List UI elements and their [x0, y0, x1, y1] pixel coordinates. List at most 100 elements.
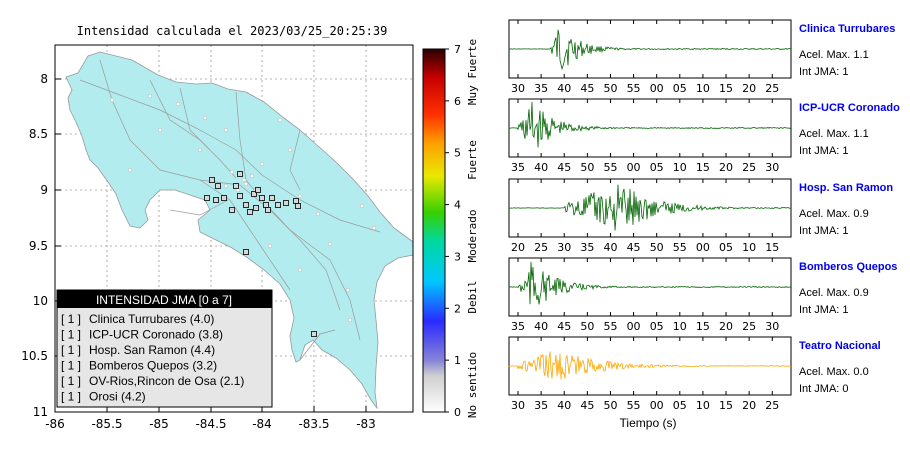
colorbar-ticks: 0 1 2 3 4 5 6 7 [445, 43, 461, 419]
time-tick-label: 45 [557, 161, 571, 174]
time-tick-label: 55 [627, 399, 641, 412]
seismogram-panel: 35 40 45 50 55 00 05 10 15 20 25 30 ICP-UCR Coronado… [508, 98, 900, 174]
colorbar-tick-label: 3 [454, 250, 461, 263]
jma-intensity: Int JMA: 1 [799, 225, 849, 237]
station-marker [265, 207, 271, 213]
colorbar-level-label: Muy Fuerte [466, 39, 479, 105]
colorbar-level-label: Debil [466, 280, 479, 313]
time-tick-label: 55 [603, 320, 617, 333]
colorbar-tick-label: 7 [454, 43, 461, 56]
town-marker [345, 287, 351, 293]
map-axes: -86 -85.5 -85 -84.5 -84 -83.5 -83 11 10.5 10 9.5 9 8… [21, 72, 376, 431]
time-tick-label: 10 [742, 241, 756, 254]
legend-item-intensity: [ 1 ] [61, 312, 81, 326]
town-marker [157, 127, 163, 133]
time-tick-label: 15 [765, 241, 779, 254]
jma-intensity: Int JMA: 1 [799, 304, 849, 316]
time-tick-label: 40 [557, 399, 571, 412]
lon-tick-label: -84 [252, 417, 272, 431]
seismogram-panel: 30 35 40 45 50 55 00 05 10 15 20 25 Teatro Nacional A… [508, 336, 881, 412]
station-marker [237, 171, 243, 177]
seismogram-panels: 30 35 40 45 50 55 00 05 10 15 20 25 Clinica Turrubar… [508, 19, 900, 412]
station-markers [204, 171, 317, 337]
lon-tick-label: -85.5 [91, 417, 122, 431]
town-marker [241, 177, 247, 183]
colorbar-level-label: Fuerte [466, 140, 479, 180]
time-axis-label: Tiempo (s) [620, 416, 677, 430]
colorbar-scale [422, 48, 446, 413]
time-tick-label: 00 [696, 241, 710, 254]
station-marker [263, 202, 269, 208]
town-marker [327, 241, 333, 247]
town-marker [259, 161, 265, 167]
station-marker [311, 331, 317, 337]
costa-rica-landmass [65, 51, 414, 410]
colorbar-tick-label: 5 [454, 147, 461, 160]
station-name: Teatro Nacional [799, 340, 881, 352]
time-tick-label: 25 [742, 320, 756, 333]
lat-tick-label: 8 [40, 72, 48, 86]
time-tick-label: 00 [650, 399, 664, 412]
time-tick-label: 35 [534, 82, 548, 95]
road-network [79, 59, 381, 341]
time-tick-label: 15 [696, 320, 710, 333]
seismogram-trace [508, 351, 792, 380]
lon-tick-label: -83 [356, 417, 376, 431]
time-tick-label: 20 [511, 241, 525, 254]
time-tick-label: 50 [603, 399, 617, 412]
jma-intensity: Int JMA: 0 [799, 383, 849, 395]
seismogram-panel: 30 35 40 45 50 55 00 05 10 15 20 25 Clinica Turrubar… [508, 19, 895, 95]
legend-item-station: Clinica Turrubares (4.0) [89, 312, 214, 326]
time-tick-label: 40 [557, 82, 571, 95]
time-tick-label: 00 [627, 161, 641, 174]
lon-tick-label: -84.5 [195, 417, 226, 431]
time-tick-label: 15 [719, 82, 733, 95]
jma-intensity: Int JMA: 1 [799, 145, 849, 157]
legend-item-station: OV-Rios,Rincon de Osa (2.1) [89, 374, 244, 388]
town-marker [287, 147, 293, 153]
colorbar-tick-label: 4 [454, 199, 461, 212]
time-tick-label: 00 [650, 82, 664, 95]
time-tick-label: 20 [719, 320, 733, 333]
legend-item-station: Orosi (4.2) [89, 390, 146, 404]
station-marker [204, 195, 210, 201]
max-acceleration: Acel. Max. 0.0 [799, 366, 869, 378]
time-tick-label: 30 [765, 161, 779, 174]
station-marker [237, 193, 243, 199]
station-marker [215, 183, 221, 189]
station-marker [255, 187, 261, 193]
legend-box [56, 289, 273, 408]
time-tick-label: 35 [511, 320, 525, 333]
legend-header [57, 290, 272, 308]
seismogram-trace [508, 101, 792, 148]
max-acceleration: Acel. Max. 1.1 [799, 128, 869, 140]
osa-coast [299, 329, 336, 361]
lat-tick-label: 9.5 [29, 239, 48, 253]
time-tick-label: 30 [511, 82, 525, 95]
station-name: ICP-UCR Coronado [799, 102, 900, 114]
time-tick-label: 25 [534, 241, 548, 254]
town-marker [202, 115, 208, 121]
max-acceleration: Acel. Max. 0.9 [799, 208, 869, 220]
time-tick-label: 50 [603, 82, 617, 95]
town-marker [243, 181, 249, 187]
legend-item-intensity: [ 1 ] [61, 374, 81, 388]
station-marker [283, 200, 289, 206]
time-tick-label: 05 [719, 241, 733, 254]
town-marker [359, 203, 365, 209]
town-marker [197, 147, 203, 153]
station-marker [275, 202, 281, 208]
time-tick-label: 05 [650, 320, 664, 333]
time-tick-label: 05 [673, 82, 687, 95]
time-tick-label: 15 [696, 161, 710, 174]
colorbar-labels: No sentido Debil Moderado Fuerte Muy Fuerte [466, 39, 479, 418]
time-tick-label: 05 [650, 161, 664, 174]
lon-tick-label: -86 [45, 417, 65, 431]
town-marker [249, 173, 255, 179]
time-tick-label: 55 [603, 161, 617, 174]
lat-tick-label: 10.5 [21, 349, 48, 363]
time-tick-label: 10 [696, 399, 710, 412]
station-marker [243, 249, 249, 255]
colorbar-tick-label: 6 [454, 95, 461, 108]
